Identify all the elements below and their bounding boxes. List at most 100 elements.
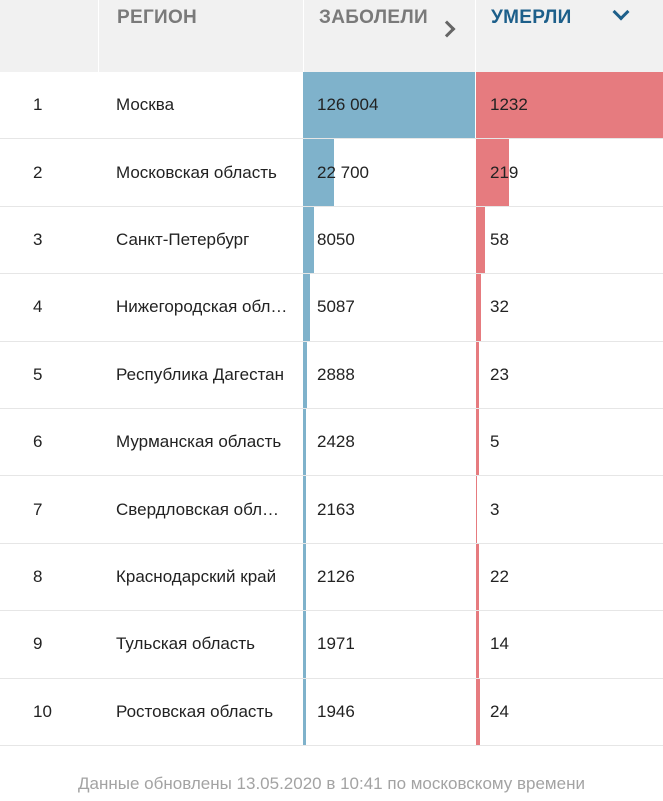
header-region: РЕГИОН <box>98 0 303 72</box>
table-row: 6 Мурманская область 2428 5 <box>0 408 663 477</box>
row-sick-cell: 1971 <box>303 611 475 678</box>
row-region-name: Нижегородская область <box>116 297 288 317</box>
dead-bar <box>476 678 480 745</box>
row-region-cell: Краснодарский край <box>116 544 288 610</box>
update-note: Данные обновлены 13.05.2020 в 10:41 по м… <box>78 774 585 793</box>
row-region-name: Краснодарский край <box>116 566 277 586</box>
dead-bar <box>476 611 479 678</box>
sick-bar <box>303 543 306 611</box>
row-region-name: Тульская область <box>116 634 255 654</box>
row-dead-value: 24 <box>490 701 509 721</box>
row-sick-cell: 1946 <box>303 678 475 745</box>
sick-bar <box>303 341 307 408</box>
table-row: 1 Москва 126 004 1232 <box>0 72 663 140</box>
table-body: 1 Москва 126 004 1232 2 Московская область 22 … <box>0 72 663 746</box>
row-region-cell: Ростовская область <box>116 679 288 745</box>
row-region-cell: Мурманская область <box>116 409 288 475</box>
row-region-name: Свердловская область <box>116 499 288 519</box>
dead-bar <box>476 139 510 206</box>
row-dead-cell: 58 <box>476 206 663 274</box>
row-dead-value: 14 <box>490 634 509 654</box>
row-sick-cell: 5087 <box>303 274 475 341</box>
row-region-name: Московская область <box>116 162 277 182</box>
covid-regions-table: РЕГИОН ЗАБОЛЕЛИ УМЕРЛИ 1 Москва 126 004 123… <box>0 0 663 746</box>
row-sick-value: 22 700 <box>317 162 369 182</box>
row-dead-cell: 5 <box>476 408 663 476</box>
row-dead-cell: 1232 <box>476 72 663 139</box>
sick-bar <box>303 274 310 341</box>
row-dead-cell: 219 <box>476 139 663 206</box>
row-dead-value: 32 <box>490 297 509 317</box>
sick-bar <box>303 611 306 678</box>
table-row: 5 Республика Дагестан 2888 23 <box>0 341 663 409</box>
dead-bar <box>476 274 481 341</box>
row-region-name: Мурманская область <box>116 432 282 452</box>
table-row: 3 Санкт-Петербург 8050 58 <box>0 206 663 275</box>
row-sick-value: 2428 <box>317 432 355 452</box>
row-sick-cell: 8050 <box>303 206 475 274</box>
row-sick-value: 1946 <box>317 701 355 721</box>
dead-bar <box>476 341 480 408</box>
row-dead-value: 219 <box>490 162 519 182</box>
row-dead-value: 5 <box>490 432 500 452</box>
row-rank: 5 <box>33 364 43 384</box>
table-row: 9 Тульская область 1971 14 <box>0 611 663 679</box>
row-region-name: Ростовская область <box>116 701 274 721</box>
table-row: 4 Нижегородская область 5087 32 <box>0 274 663 342</box>
row-region-cell: Санкт-Петербург <box>116 207 288 273</box>
sick-bar <box>303 408 307 476</box>
row-sick-value: 2126 <box>317 566 355 586</box>
row-region-cell: Нижегородская область <box>116 274 288 340</box>
row-dead-value: 58 <box>490 229 509 249</box>
sick-bar <box>303 206 314 274</box>
row-rank: 2 <box>33 162 43 182</box>
dead-bar <box>476 206 485 274</box>
row-sick-cell: 2428 <box>303 408 475 476</box>
row-dead-value: 1232 <box>490 95 528 115</box>
row-dead-cell: 14 <box>476 611 663 678</box>
header-dead-label: УМЕРЛИ <box>491 7 572 28</box>
row-sick-value: 126 004 <box>317 95 379 115</box>
row-sick-value: 5087 <box>317 297 355 317</box>
row-rank: 1 <box>33 95 43 115</box>
row-region-cell: Московская область <box>116 139 288 205</box>
row-rank: 10 <box>33 701 52 721</box>
row-sick-cell: 2163 <box>303 476 475 543</box>
header-dead-sort-button[interactable]: УМЕРЛИ <box>475 0 663 72</box>
table-row: 8 Краснодарский край 2126 22 <box>0 543 663 612</box>
row-dead-value: 22 <box>490 566 509 586</box>
dead-bar <box>476 543 480 611</box>
row-dead-cell: 32 <box>476 274 663 341</box>
row-dead-value: 23 <box>490 364 509 384</box>
sick-bar <box>303 678 306 745</box>
dead-bar <box>476 72 663 139</box>
row-rank: 8 <box>33 566 43 586</box>
row-dead-value: 3 <box>490 499 500 519</box>
row-rank: 6 <box>33 432 43 452</box>
row-sick-value: 1971 <box>317 634 355 654</box>
row-region-cell: Москва <box>116 72 288 138</box>
row-region-name: Москва <box>116 95 175 115</box>
sick-bar <box>303 476 306 543</box>
row-rank: 9 <box>33 634 43 654</box>
header-sick-label: ЗАБОЛЕЛИ <box>319 7 428 28</box>
header-sick-sort-button[interactable]: ЗАБОЛЕЛИ <box>303 0 475 72</box>
sick-bar <box>303 139 334 206</box>
row-region-name: Санкт-Петербург <box>116 229 250 249</box>
row-dead-cell: 23 <box>476 341 663 408</box>
row-rank: 7 <box>33 499 43 519</box>
row-rank: 3 <box>33 229 43 249</box>
row-dead-cell: 24 <box>476 678 663 745</box>
table-row: 2 Московская область 22 700 219 <box>0 139 663 207</box>
table-header: РЕГИОН ЗАБОЛЕЛИ УМЕРЛИ <box>0 0 663 72</box>
row-region-name: Республика Дагестан <box>116 364 285 384</box>
sick-bar <box>303 72 475 139</box>
row-region-cell: Свердловская область <box>116 476 288 542</box>
row-region-cell: Республика Дагестан <box>116 342 288 408</box>
row-sick-value: 2888 <box>317 364 355 384</box>
row-region-cell: Тульская область <box>116 611 288 677</box>
row-sick-value: 2163 <box>317 499 355 519</box>
row-rank: 4 <box>33 297 43 317</box>
row-sick-cell: 2126 <box>303 543 475 611</box>
table-row: 7 Свердловская область 2163 3 <box>0 476 663 544</box>
